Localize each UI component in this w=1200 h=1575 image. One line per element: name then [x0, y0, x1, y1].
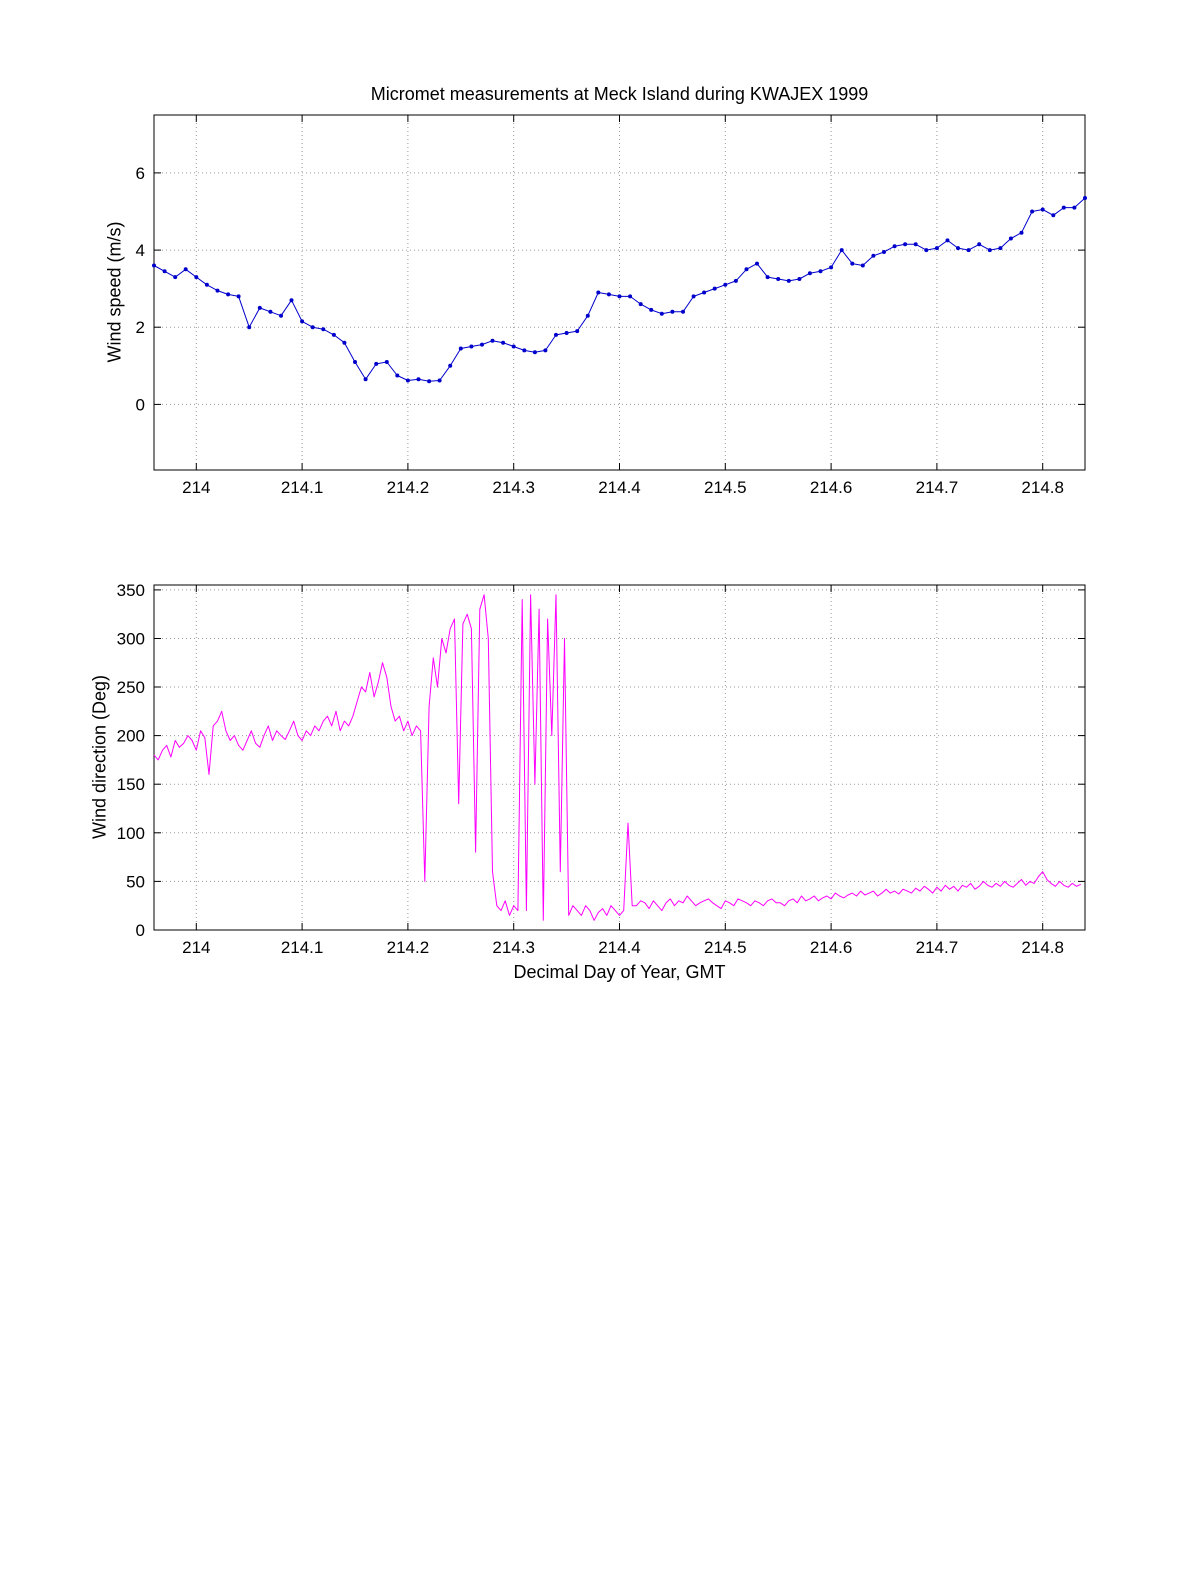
y-tick-label: 2 [136, 318, 145, 337]
x-tick-label: 214.3 [492, 478, 535, 497]
x-tick-label: 214.2 [387, 478, 430, 497]
wind-speed-line [153, 197, 1086, 382]
grid-lines [154, 585, 1085, 931]
tick-marks [154, 585, 1085, 931]
wind-direction-y-axis-label: Wind direction (Deg) [89, 674, 110, 840]
y-tick-label: 4 [136, 241, 145, 260]
wind-speed-markers [152, 196, 1087, 384]
x-axis-label: Decimal Day of Year, GMT [513, 962, 726, 982]
x-tick-label: 214.8 [1021, 938, 1064, 957]
x-tick-label: 214.8 [1021, 478, 1064, 497]
x-tick-label: 214.5 [704, 938, 747, 957]
y-tick-label: 100 [117, 824, 145, 843]
y-tick-labels: 0 50 100 150 200 250 300 350 [117, 581, 145, 940]
y-tick-label: 300 [117, 629, 145, 648]
x-tick-label: 214.6 [810, 938, 853, 957]
y-tick-label: 0 [136, 921, 145, 940]
y-tick-label: 250 [117, 678, 145, 697]
x-tick-label: 214 [182, 938, 210, 957]
x-tick-label: 214.4 [598, 938, 641, 957]
x-tick-label: 214.2 [387, 938, 430, 957]
x-tick-label: 214.7 [916, 478, 959, 497]
grid-lines [154, 115, 1085, 470]
wind-direction-chart: 214 214.1 214.2 214.3 214.4 214.5 214.6 214.7 21… [117, 581, 1086, 957]
y-tick-label: 0 [136, 395, 145, 414]
y-tick-label: 200 [117, 727, 145, 746]
tick-marks [154, 115, 1085, 470]
x-tick-label: 214.7 [916, 938, 959, 957]
x-tick-label: 214.1 [281, 938, 324, 957]
y-tick-label: 50 [126, 872, 145, 891]
x-tick-labels: 214 214.1 214.2 214.3 214.4 214.5 214.6 214.7 21… [182, 938, 1064, 957]
x-tick-label: 214 [182, 478, 210, 497]
x-tick-label: 214.6 [810, 478, 853, 497]
figure-title: Micromet measurements at Meck Island dur… [370, 84, 869, 104]
x-tick-label: 214.4 [598, 478, 641, 497]
wind-speed-y-axis-label: Wind speed (m/s) [104, 221, 125, 363]
x-tick-label: 214.1 [281, 478, 324, 497]
x-tick-label: 214.3 [492, 938, 535, 957]
wind-speed-chart: 214 214.1 214.2 214.3 214.4 214.5 214.6 214.7 21… [136, 114, 1087, 497]
y-tick-labels: 0 2 4 6 [136, 164, 145, 415]
y-tick-label: 6 [136, 164, 145, 183]
y-tick-label: 150 [117, 775, 145, 794]
y-tick-label: 350 [117, 581, 145, 600]
wind-direction-line [153, 594, 1082, 921]
x-tick-labels: 214 214.1 214.2 214.3 214.4 214.5 214.6 214.7 21… [182, 478, 1064, 497]
axes-box [153, 114, 1086, 471]
x-tick-label: 214.5 [704, 478, 747, 497]
